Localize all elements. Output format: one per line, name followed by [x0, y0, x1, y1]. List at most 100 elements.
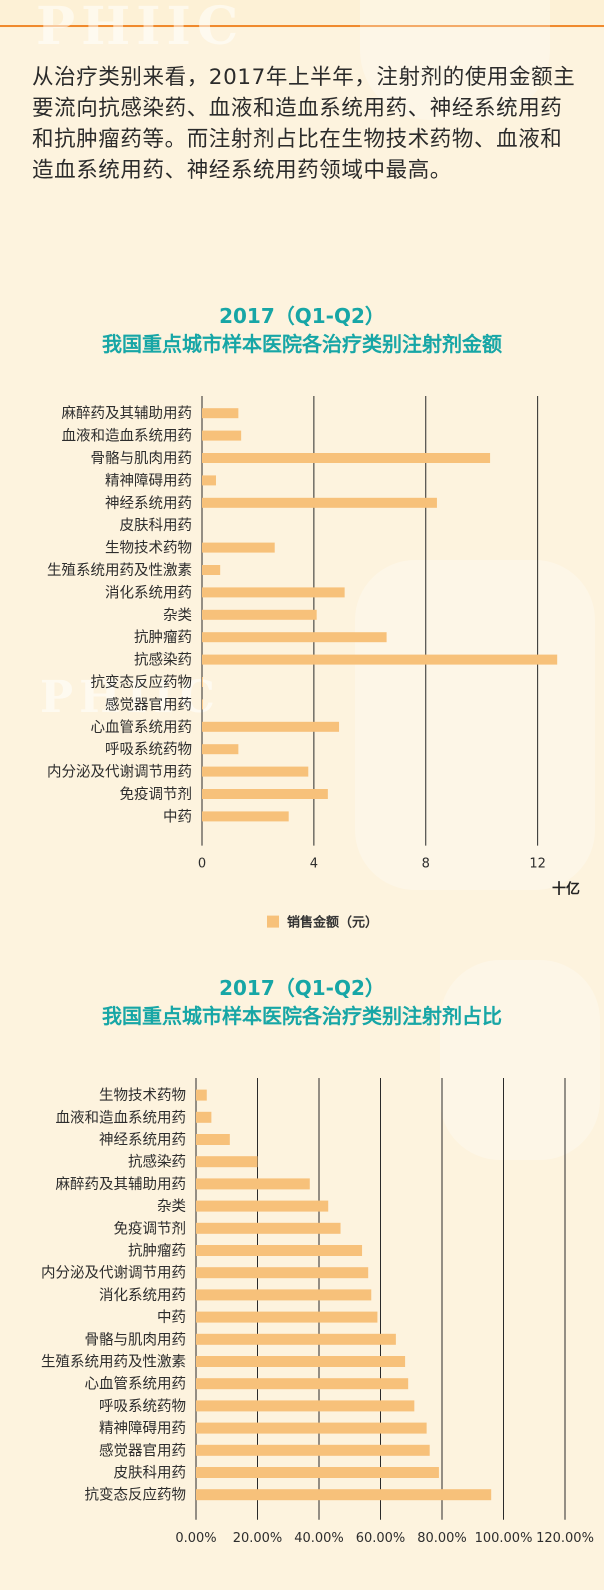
watermark-text: PHIIC	[36, 0, 245, 57]
category-label: 生物技术药物	[99, 1087, 186, 1104]
bar	[202, 699, 203, 710]
category-label: 感觉器官用药	[99, 1442, 186, 1459]
bar	[196, 1156, 258, 1168]
bar	[202, 766, 309, 777]
bar	[196, 1200, 329, 1212]
bar	[202, 632, 387, 643]
bar	[202, 430, 242, 441]
x-tick-label: 12	[529, 857, 546, 872]
category-label: 内分泌及代谢调节用药	[41, 1265, 186, 1282]
bar	[196, 1134, 230, 1145]
category-label: 骨骼与肌肉用药	[91, 450, 193, 467]
category-label: 杂类	[163, 607, 192, 624]
bar	[196, 1089, 207, 1101]
bar	[202, 497, 437, 508]
bar	[196, 1289, 372, 1301]
category-label: 生殖系统用药及性激素	[47, 562, 192, 579]
category-label: 心血管系统用药	[85, 1376, 187, 1393]
bar	[196, 1422, 427, 1434]
category-label: 抗变态反应药物	[91, 673, 193, 691]
category-label: 麻醉药及其辅助用药	[62, 405, 193, 422]
x-tick-label: 20.00%	[233, 1531, 283, 1546]
bar	[196, 1467, 439, 1478]
x-tick-label: 0.00%	[175, 1531, 216, 1546]
bar	[202, 744, 239, 755]
chart2-title: 2017（Q1-Q2）	[219, 976, 385, 1000]
x-tick-label: 60.00%	[356, 1531, 406, 1546]
x-tick-label: 0	[198, 857, 206, 872]
category-label: 血液和造血系统用药	[62, 428, 193, 445]
category-label: 抗感染药	[128, 1154, 186, 1171]
category-label: 内分泌及代谢调节用药	[47, 764, 192, 781]
background-decoration	[360, 0, 550, 120]
bar	[196, 1311, 378, 1323]
bar	[196, 1178, 310, 1190]
category-label: 神经系统用药	[105, 495, 192, 512]
x-tick-label: 40.00%	[294, 1531, 344, 1546]
legend-swatch	[267, 915, 279, 928]
bar	[202, 677, 203, 687]
bar	[202, 811, 289, 822]
category-label: 皮肤科用药	[114, 1465, 187, 1482]
category-label: 呼吸系统药物	[105, 741, 192, 758]
top-banner	[0, 0, 604, 28]
category-label: 骨骼与肌肉用药	[85, 1331, 187, 1348]
bar	[202, 565, 221, 575]
chart2-svg: 0.00% 20.00% 40.00% 60.00% 80.00% 100.00% 120.…	[41, 1078, 594, 1546]
chart1-subtitle: 我国重点城市样本医院各治疗类别注射剂金额	[102, 332, 502, 356]
x-tick-label: 100.00%	[475, 1531, 533, 1546]
legend-label: 销售金额（元）	[287, 915, 378, 931]
background-decoration	[440, 960, 600, 1160]
bar	[202, 587, 345, 598]
bar	[196, 1267, 369, 1279]
watermark-text: PHIIC	[40, 672, 221, 723]
bar	[196, 1489, 492, 1501]
category-label: 生物技术药物	[105, 540, 192, 557]
category-label: 杂类	[157, 1198, 186, 1215]
bar	[196, 1400, 415, 1412]
unit-label: 十亿	[552, 881, 580, 898]
chart1-svg: 0 4 8 12 麻醉药及其辅助用药血液和造血系统用药骨骼与肌肉用药精神障碍用药神经系统…	[47, 396, 580, 931]
chart1-title: 2017（Q1-Q2）	[219, 304, 385, 328]
category-label: 中药	[157, 1309, 186, 1326]
x-tick-label: 120.00%	[536, 1531, 594, 1546]
bar	[196, 1111, 212, 1123]
category-label: 呼吸系统药物	[99, 1398, 186, 1415]
category-label: 免疫调节剂	[120, 786, 193, 803]
bar	[202, 721, 340, 732]
category-label: 心血管系统用药	[91, 719, 193, 736]
bar	[202, 475, 216, 486]
bar	[196, 1245, 363, 1256]
category-label: 神经系统用药	[99, 1132, 186, 1149]
category-label: 免疫调节剂	[114, 1220, 187, 1237]
bar	[196, 1378, 409, 1390]
category-label: 消化系统用药	[105, 584, 192, 601]
bar	[196, 1222, 341, 1234]
bar	[202, 408, 239, 419]
bar	[196, 1356, 406, 1367]
category-label: 皮肤科用药	[120, 517, 193, 534]
bar	[202, 654, 558, 665]
bar	[196, 1333, 396, 1345]
category-label: 抗感染药	[134, 652, 192, 669]
x-tick-label: 8	[422, 857, 430, 872]
bar	[202, 542, 275, 553]
category-label: 精神障碍用药	[99, 1419, 186, 1437]
chart2-subtitle: 我国重点城市样本医院各治疗类别注射剂占比	[102, 1004, 502, 1028]
category-label: 抗变态反应药物	[85, 1486, 187, 1504]
category-label: 抗肿瘤药	[134, 629, 192, 646]
category-label: 精神障碍用药	[105, 471, 192, 489]
intro-paragraph: 从治疗类别来看，2017年上半年，注射剂的使用金额主要流向抗感染药、血液和造血系…	[32, 65, 576, 183]
background-decoration	[355, 560, 595, 890]
category-label: 血液和造血系统用药	[56, 1109, 187, 1126]
category-label: 麻醉药及其辅助用药	[56, 1176, 187, 1193]
top-divider	[0, 25, 604, 27]
category-label: 消化系统用药	[99, 1287, 186, 1304]
category-label: 抗肿瘤药	[128, 1243, 186, 1260]
bar	[202, 609, 317, 620]
category-label: 生殖系统用药及性激素	[41, 1354, 186, 1371]
category-label: 中药	[163, 808, 192, 825]
bar	[202, 453, 491, 463]
x-tick-label: 4	[310, 857, 318, 872]
x-tick-label: 80.00%	[417, 1531, 467, 1546]
